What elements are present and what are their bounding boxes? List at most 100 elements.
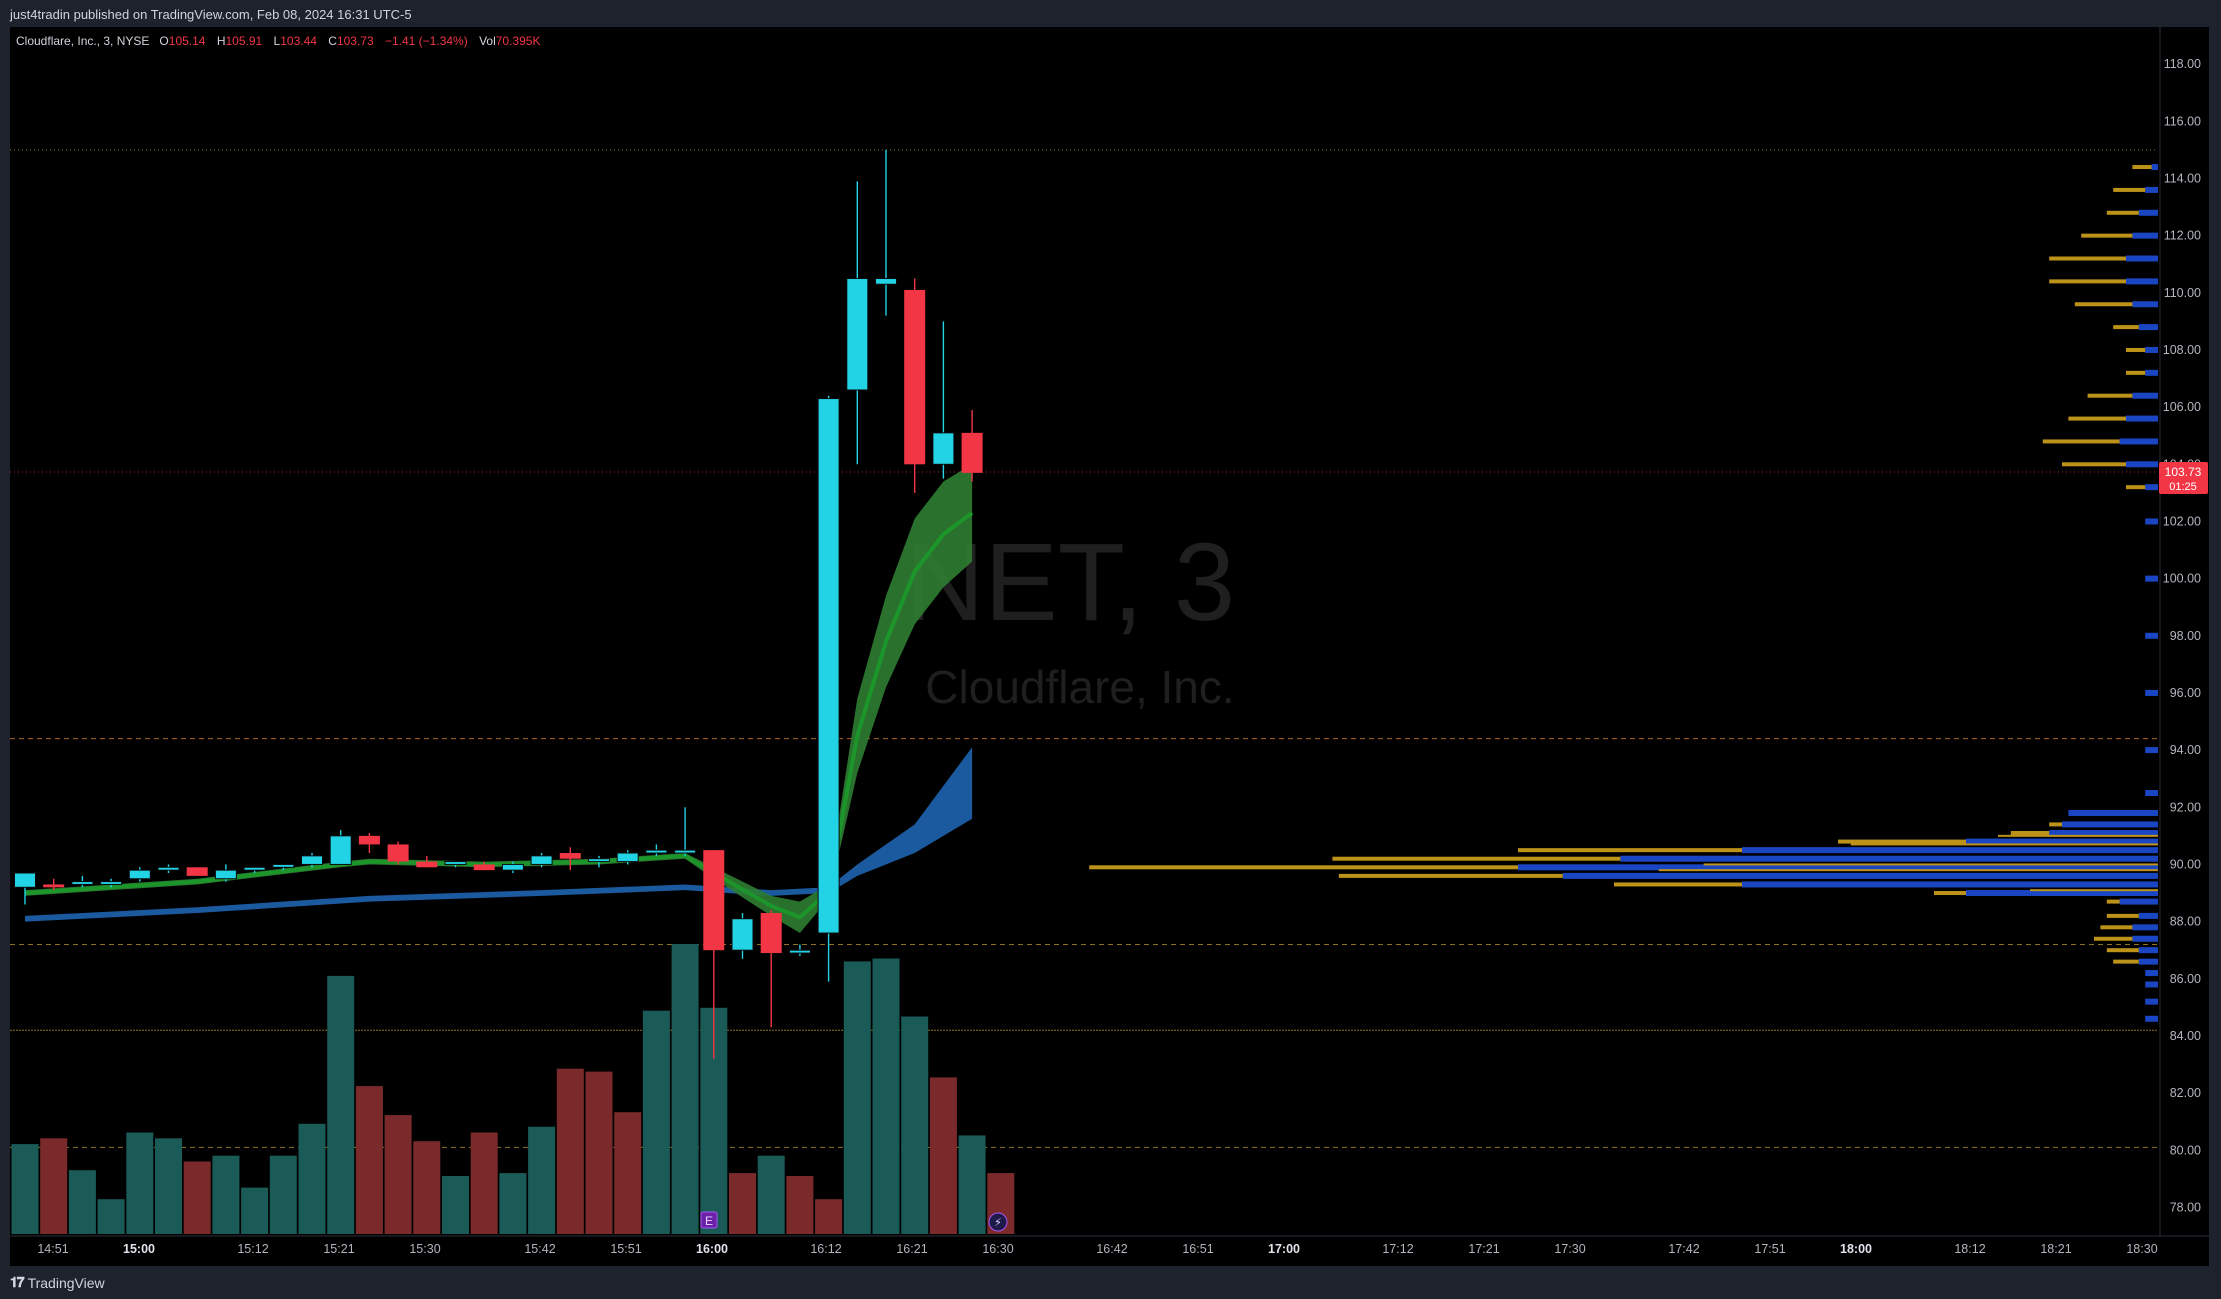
volume-bar: [729, 1173, 756, 1234]
event-marker-label: ⚡: [994, 1216, 1002, 1229]
volume-profile-bar: [2049, 256, 2126, 261]
volume-bar: [298, 1123, 326, 1234]
volume-profile-bar: [2100, 925, 2133, 930]
volume-profile-bar: [2049, 279, 2126, 284]
candle-body: [875, 278, 897, 285]
volume-profile-bar: [2094, 936, 2133, 941]
candle-body: [501, 863, 524, 871]
candle: [272, 863, 295, 871]
candle-body: [530, 855, 553, 865]
volume-bar: [614, 1112, 642, 1234]
candle: [674, 807, 697, 856]
candle: [71, 875, 94, 888]
volume-bar: [901, 1016, 929, 1234]
publish-bar: just4tradin published on TradingView.com…: [0, 0, 2221, 27]
volume-bar: [528, 1126, 556, 1234]
price-tick-label: 90.00: [2170, 857, 2201, 871]
tradingview-brand[interactable]: 𝟏𝟕 TradingView: [10, 1274, 105, 1291]
volume-profile-bar: [2106, 210, 2139, 215]
legend-open-value: 105.14: [168, 34, 206, 48]
volume-profile-bar: [2126, 347, 2146, 352]
candle: [329, 830, 352, 865]
candle-body: [703, 850, 725, 951]
volume-profile-bar: [2106, 899, 2120, 904]
legend-close-label: C: [328, 34, 337, 48]
candle: [14, 872, 36, 905]
candle-body: [157, 866, 180, 871]
price-tick-label: 92.00: [2170, 800, 2201, 814]
candle-body: [272, 863, 295, 868]
volume-profile-bar: [2145, 789, 2158, 796]
volume-bar: [327, 975, 355, 1234]
event-marker: ⚡: [988, 1212, 1008, 1232]
candle: [817, 395, 840, 982]
time-tick-label: 17:51: [1754, 1242, 1785, 1256]
volume-profile-bar: [2126, 485, 2146, 490]
volume-profile-bar: [1089, 865, 1518, 870]
volume-profile-bar: [2119, 898, 2158, 905]
current-price-value: 103.73: [2165, 465, 2202, 479]
legend-high-label: H: [216, 34, 226, 48]
volume-profile-bar: [2126, 255, 2158, 262]
footer-bar: 𝟏𝟕 TradingView: [0, 1266, 2221, 1299]
volume-profile-bar: [2132, 165, 2152, 170]
volume-bar: [126, 1132, 154, 1234]
volume-profile-bar: [1742, 881, 2158, 888]
time-tick-label: 17:00: [1268, 1242, 1300, 1256]
time-tick-label: 18:00: [1840, 1242, 1872, 1256]
volume-profile-bar: [1934, 891, 1966, 896]
volume-profile-bar: [1838, 839, 1966, 844]
candle: [961, 409, 983, 482]
volume-profile-bar: [2138, 209, 2158, 216]
volume-profile-bar: [2145, 998, 2158, 1005]
candle-body: [214, 869, 237, 880]
price-tick-label: 100.00: [2163, 572, 2201, 586]
volume-profile-bar: [2132, 232, 2158, 239]
earnings-marker: E: [700, 1211, 718, 1229]
volume-bar: [11, 1144, 39, 1234]
candle: [932, 321, 955, 479]
legend-volume-value: 70.395K: [495, 34, 541, 48]
time-tick-label: 16:51: [1182, 1242, 1213, 1256]
volume-bar: [355, 1086, 383, 1234]
legend-change: −1.41 (−1.34%): [384, 34, 468, 48]
candle-body: [904, 289, 926, 465]
volume-bar: [269, 1155, 297, 1234]
volume-profile-bar: [2145, 484, 2158, 491]
time-tick-label: 17:21: [1468, 1242, 1499, 1256]
chart-pane[interactable]: [10, 27, 2209, 1266]
volume-profile-bar: [2106, 948, 2139, 953]
price-tick-label: 96.00: [2170, 686, 2201, 700]
candle: [416, 855, 438, 868]
time-tick-label: 15:21: [323, 1242, 354, 1256]
volume-bar: [499, 1173, 527, 1234]
candle: [387, 841, 409, 865]
volume-profile-bar: [2113, 187, 2146, 192]
tradingview-logo-icon: 𝟏𝟕: [10, 1274, 25, 1290]
candle-body: [616, 852, 639, 863]
volume-bar: [642, 1010, 670, 1234]
candle: [157, 864, 180, 874]
volume-bar: [384, 1115, 412, 1234]
candle: [760, 910, 782, 1028]
candle-body: [645, 849, 668, 854]
candle-body: [788, 949, 811, 954]
volume-profile-bar: [2113, 959, 2139, 964]
volume-profile-bar: [2145, 981, 2158, 988]
volume-profile-bar: [2049, 822, 2062, 827]
candle-body: [100, 881, 123, 885]
candle: [645, 844, 668, 856]
volume-profile-bar: [2145, 186, 2158, 193]
volume-profile-bar: [2081, 233, 2133, 238]
volume-profile-bar: [2049, 830, 2158, 836]
volume-bar: [786, 1176, 814, 1234]
time-axis-background: [10, 1236, 2209, 1266]
volume-bar: [757, 1155, 785, 1234]
volume-profile-bar: [2042, 439, 2120, 444]
candle: [846, 181, 869, 465]
volume-profile-bar: [2145, 1015, 2158, 1022]
current-price-countdown: 01:25: [2169, 481, 2197, 493]
volume-bar: [671, 944, 699, 1234]
volume-profile-bar: [2010, 831, 2050, 835]
